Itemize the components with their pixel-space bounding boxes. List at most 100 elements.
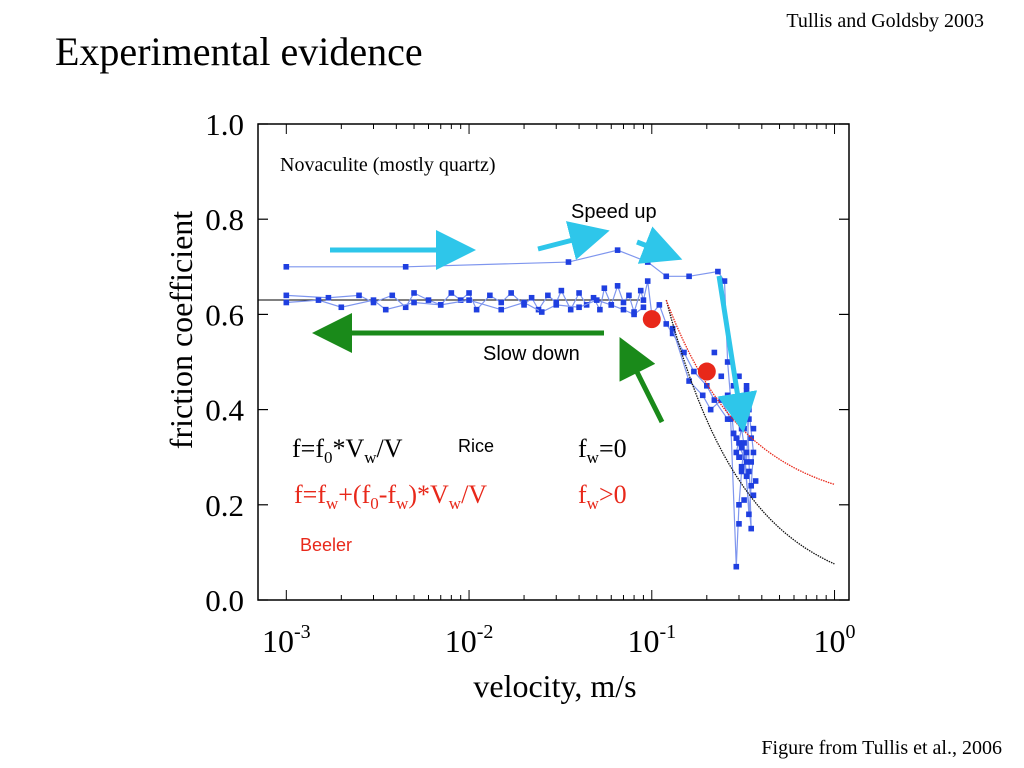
slow-down-arrow [619,337,665,424]
data-point [590,294,597,301]
data-point [746,468,752,475]
data-point [748,525,755,532]
rice-fw-condition: fw=0 [578,434,627,467]
data-point [743,459,750,465]
data-point [738,463,745,470]
data-point [736,440,742,446]
highlight-point [697,362,716,381]
speed-up-arrow [636,226,683,264]
data-point [730,430,737,437]
data-point [389,292,396,299]
data-point [473,306,480,313]
data-point [741,454,747,460]
data-point [736,521,742,527]
data-point [750,425,757,432]
data-point [738,468,745,475]
slow-down-arrows [312,313,665,424]
data-point [487,292,493,299]
highlight-point [642,310,661,329]
citation-top: Tullis and Goldsby 2003 [786,10,984,32]
data-point [669,330,676,337]
data-point [730,383,737,389]
data-point [663,273,670,280]
data-point [748,482,755,489]
figure-credit: Figure from Tullis et al., 2006 [761,737,1002,759]
data-point [746,511,752,518]
data-point [498,306,505,313]
data-point [448,290,455,296]
data-point [538,309,545,315]
data-point [631,311,637,318]
svg-text:f=fw+(f0-fw)*Vw/V: f=fw+(f0-fw)*Vw/V [294,480,487,513]
y-tick-label: 0.2 [205,488,244,523]
speed-up-arrows [330,221,758,433]
data-point [711,397,718,403]
data-point [498,299,505,306]
data-point [738,444,745,451]
data-point [637,287,644,294]
data-point [663,321,670,327]
data-point [508,290,514,296]
data-point [614,283,621,289]
data-point [736,454,742,460]
y-tick-label: 1.0 [205,107,244,142]
data-point [614,247,621,253]
data-point [721,278,728,284]
data-point [743,387,750,394]
data-point [748,459,755,465]
data-point [669,325,676,332]
data-point [703,383,710,389]
data-point [715,268,721,275]
data-point [283,292,290,299]
x-axis-label: velocity, m/s [473,668,636,704]
data-point [411,290,417,296]
data-point [338,304,345,311]
data-point [736,373,742,380]
data-point [325,294,332,301]
data-point [733,563,740,570]
data-point [553,302,560,308]
data-point [565,259,572,265]
data-point [727,416,734,422]
data-point [741,440,747,446]
data-point [521,299,527,306]
y-tick-label: 0.8 [205,202,244,237]
data-point [583,302,590,308]
data-point [567,306,574,313]
speed-up-label: Speed up [571,201,657,223]
data-point [656,302,663,308]
data-point [356,292,362,299]
data-point [711,349,718,356]
data-point [743,449,750,456]
data-point [640,304,647,311]
data-point [743,383,750,389]
rice-equation: f=f0*Vw/V [292,434,403,467]
x-tick-label: 10-1 [627,621,676,659]
page-title: Experimental evidence [55,29,423,74]
data-point [686,273,692,280]
x-axis-ticks: 10-3 10-2 10-1 100 [262,124,856,659]
y-tick-label: 0.0 [205,583,244,618]
rice-label: Rice [458,436,494,456]
y-tick-label: 0.6 [205,297,244,332]
data-point [707,406,714,413]
data-point [402,304,409,311]
data-point [640,297,647,303]
data-point [466,297,472,303]
data-point [718,373,725,380]
highlight-points [642,310,716,381]
y-axis-ticks: 0.0 0.2 0.4 0.6 0.8 1.0 [205,107,849,618]
data-point [528,294,535,301]
data-point [746,416,752,422]
data-point [283,264,290,270]
beeler-model-curve [665,299,835,486]
data-point [425,297,432,303]
svg-text:fw=0: fw=0 [578,434,627,467]
data-point [457,297,464,303]
data-point [733,435,740,441]
data-point [691,368,697,375]
data-point [437,302,444,308]
slow-down-label: Slow down [483,343,580,365]
data-point [370,297,377,303]
series-line [286,249,752,529]
